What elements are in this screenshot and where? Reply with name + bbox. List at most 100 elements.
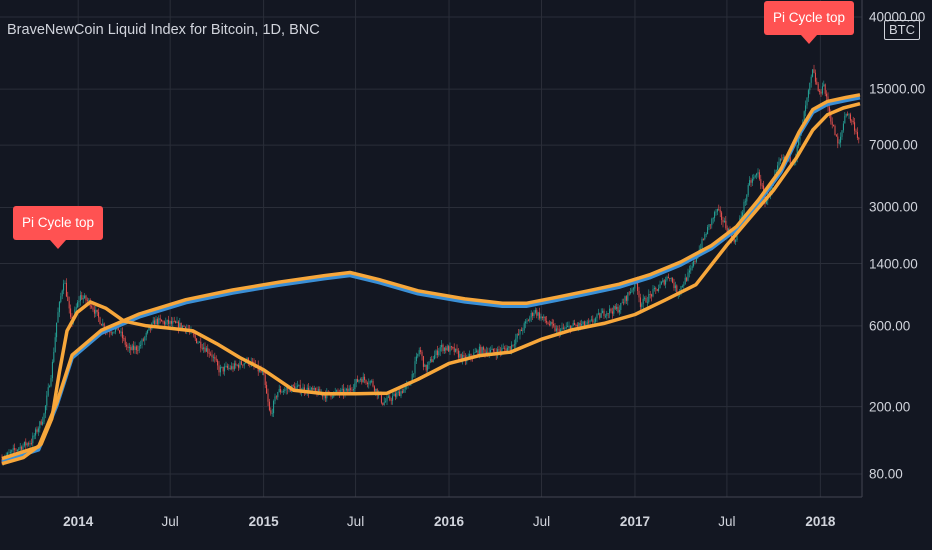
candle-body (11, 449, 13, 452)
candle-body (522, 330, 524, 331)
candle-body (721, 212, 723, 220)
candle-body (616, 306, 618, 309)
candle-body (747, 185, 749, 195)
candle-body (312, 387, 314, 390)
candle-body (240, 361, 242, 365)
candle-body (138, 345, 140, 351)
candle-body (134, 346, 136, 350)
candle-body (375, 388, 377, 392)
pi-cycle-top-signal-2017[interactable]: Pi Cycle top (764, 1, 855, 44)
candle-body (540, 316, 542, 319)
candle-body (161, 319, 163, 322)
x-tick-label: 2017 (619, 514, 650, 529)
candle-body (837, 136, 839, 144)
candle-body (15, 449, 17, 451)
candle-body (337, 390, 339, 393)
candle-body (260, 369, 262, 373)
candle-body (450, 346, 452, 348)
currency-badge[interactable]: BTC (884, 20, 920, 40)
candle-body (730, 232, 732, 240)
candle-body (198, 341, 200, 343)
candle-body (481, 347, 483, 355)
candle-body (141, 339, 143, 346)
candle-body (826, 93, 828, 97)
candle-body (95, 309, 97, 314)
candle-body (124, 338, 126, 345)
candle-body (292, 385, 294, 387)
candle-body (439, 347, 441, 352)
candle-body (103, 323, 105, 330)
candle-body (343, 388, 345, 395)
candle-body (445, 347, 447, 351)
candle-body (477, 350, 479, 356)
candle-body (270, 410, 272, 414)
candle-body (42, 421, 44, 425)
candle-body (660, 281, 662, 285)
candle-body (219, 367, 221, 373)
candle-body (700, 248, 702, 250)
candle-body (568, 325, 570, 327)
candle-body (175, 321, 177, 324)
candle-body (182, 325, 184, 329)
candle-body (64, 282, 66, 284)
candle-body (172, 321, 174, 324)
candle-body (193, 332, 195, 336)
candle-body (551, 321, 553, 324)
candle-body (357, 379, 359, 382)
candle-body (386, 397, 388, 402)
candle-body (530, 312, 532, 318)
candle-body (715, 211, 717, 213)
candle-body (194, 335, 196, 339)
candle-body (735, 240, 737, 242)
candle-body (36, 429, 38, 432)
candle-body (607, 313, 609, 314)
candle-body (401, 391, 403, 393)
candle-body (834, 126, 836, 136)
y-tick-label: 600.00 (869, 318, 911, 334)
candle-body (585, 324, 587, 326)
candle-body (70, 308, 72, 317)
candle-body (352, 389, 354, 391)
pi-cycle-top-signal-2013[interactable]: Pi Cycle top (13, 206, 104, 249)
candle-body (168, 319, 170, 324)
candle-body (133, 345, 135, 350)
candle-body (548, 324, 550, 325)
candle-body (620, 303, 622, 311)
candle-body (371, 380, 373, 382)
candle-body (474, 351, 476, 353)
candle-body (65, 282, 67, 297)
candle-body (511, 344, 513, 351)
candle-body (315, 387, 317, 391)
candle-body (145, 332, 147, 338)
candle-body (516, 334, 518, 339)
candle-body (127, 346, 129, 349)
candle-body (506, 347, 508, 352)
candle-body (93, 309, 95, 314)
candle-body (777, 165, 779, 170)
candle-body (649, 294, 651, 295)
candle-body (336, 390, 338, 392)
candle-body (763, 185, 765, 193)
candle-body (590, 319, 592, 321)
candle-body (726, 227, 728, 233)
candle-body (571, 325, 573, 331)
candle-body (610, 308, 612, 312)
candle-body (817, 84, 819, 91)
candle-body (298, 384, 300, 386)
candle-body (582, 321, 584, 325)
candle-body (128, 347, 130, 349)
candle-body (821, 86, 823, 94)
candle-body (632, 288, 634, 290)
candle-body (512, 344, 514, 346)
candle-body (159, 318, 161, 320)
candle-body (205, 348, 207, 352)
candle-body (242, 364, 244, 366)
candle-body (537, 312, 539, 316)
x-tick-label: Jul (346, 514, 365, 529)
candle-body (513, 344, 515, 346)
candle-body (170, 321, 172, 324)
candle-body (392, 396, 394, 401)
candle-body (75, 307, 77, 310)
